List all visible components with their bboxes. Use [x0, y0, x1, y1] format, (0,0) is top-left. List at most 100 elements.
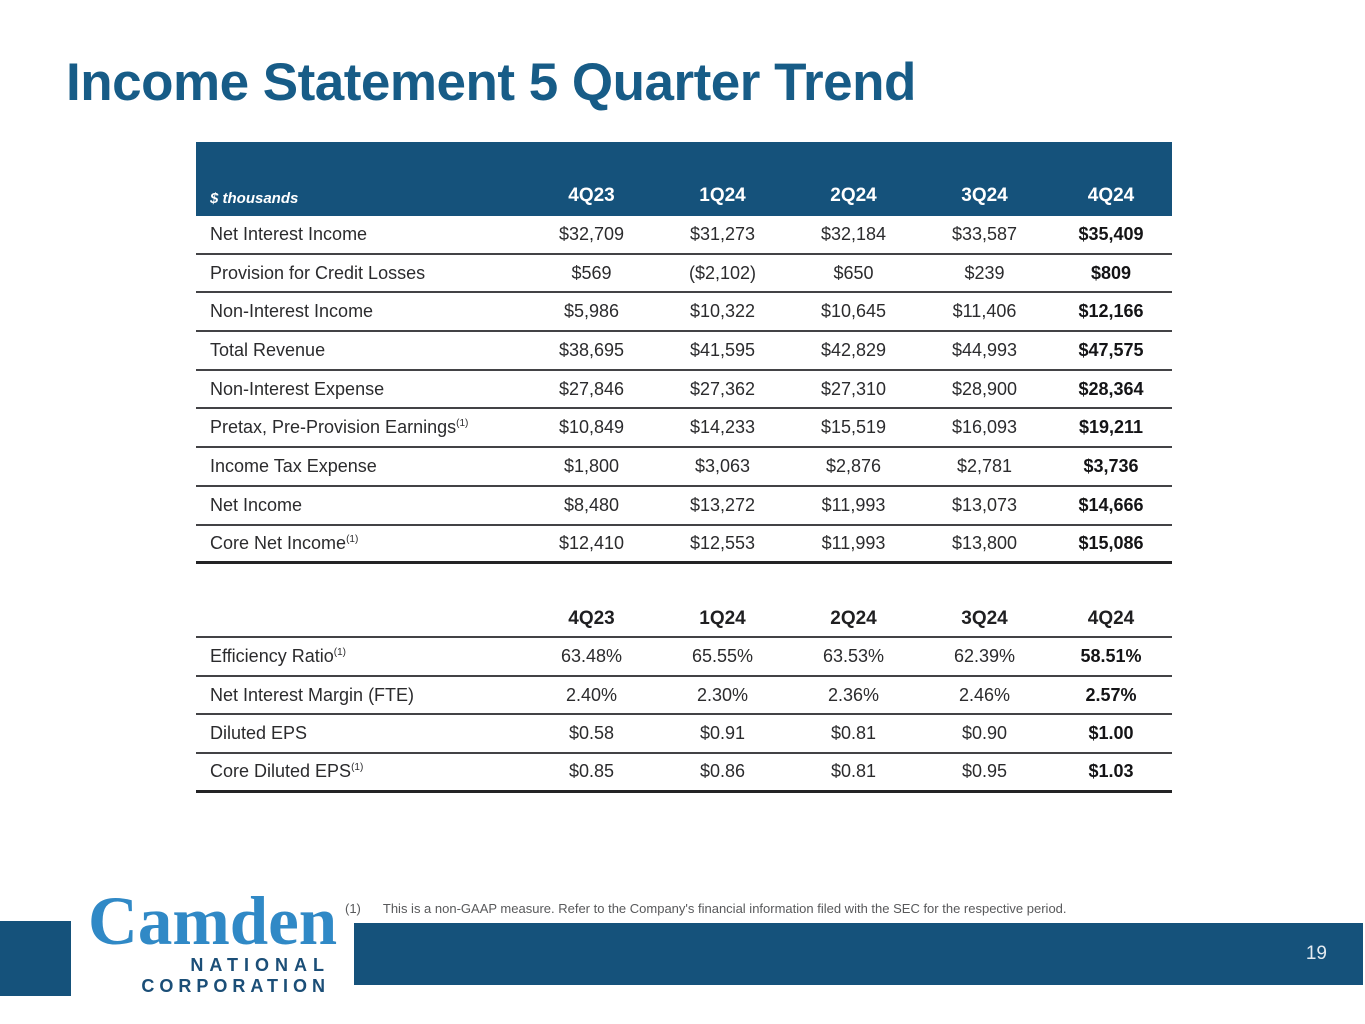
- footnote-reference: (1): [456, 418, 469, 430]
- cell-value: $11,406: [952, 301, 1017, 322]
- cell-value: $38,695: [558, 339, 625, 360]
- column-header-4q24: 4Q24: [1087, 185, 1135, 206]
- row-label: Non-Interest Income: [210, 301, 374, 322]
- cell-value: $13,272: [689, 494, 756, 515]
- cell-value: 58.51%: [1080, 645, 1142, 666]
- cell-value: 2.57%: [1085, 684, 1137, 705]
- cell-value: $13,800: [951, 532, 1018, 553]
- cell-value: $15,519: [820, 417, 887, 438]
- cell-value: $16,093: [951, 417, 1018, 438]
- cell-value: $19,211: [1078, 417, 1144, 438]
- cell-value: $47,575: [1078, 339, 1144, 360]
- cell-value: $0.85: [568, 761, 615, 782]
- cell-value: $44,993: [951, 339, 1018, 360]
- cell-value: $12,410: [558, 532, 625, 553]
- row-label: Diluted EPS: [210, 723, 308, 744]
- table-row: Total Revenue $38,695 $41,595 $42,829 $44,99…: [196, 332, 1172, 371]
- cell-value: $14,233: [689, 417, 756, 438]
- cell-value: $0.81: [830, 761, 877, 782]
- cell-value: $27,362: [689, 378, 756, 399]
- table-row: Core Diluted EPS(1) $0.85 $0.86 $0.81 $0.95 $…: [196, 754, 1172, 793]
- cell-value: $41,595: [689, 339, 756, 360]
- cell-value: 62.39%: [953, 645, 1016, 666]
- footnote-reference: (1): [333, 646, 346, 658]
- cell-value: $3,063: [694, 455, 751, 476]
- cell-value: 65.55%: [691, 645, 754, 666]
- cell-value: $0.91: [699, 723, 746, 744]
- cell-value: $35,409: [1078, 223, 1144, 244]
- unit-label: $ thousands: [210, 190, 299, 207]
- cell-value: $33,587: [951, 223, 1018, 244]
- cell-value: $14,666: [1078, 494, 1144, 515]
- cell-value: $0.58: [568, 723, 615, 744]
- cell-value: $15,086: [1078, 532, 1144, 553]
- cell-value: 2.40%: [565, 684, 618, 705]
- cell-value: 2.30%: [696, 684, 749, 705]
- cell-value: $1.03: [1088, 761, 1134, 782]
- table-row: Non-Interest Income $5,986 $10,322 $10,645 $…: [196, 293, 1172, 333]
- cell-value: $8,480: [563, 494, 620, 515]
- footnote-text: This is a non-GAAP measure. Refer to the…: [382, 901, 1067, 916]
- cell-value: $27,846: [558, 378, 625, 399]
- row-label: Net Interest Margin (FTE): [210, 684, 415, 705]
- footnote-marker: (1): [345, 901, 361, 916]
- ratios-table-body: Efficiency Ratio(1) 63.48% 65.55% 63.53% 62.…: [196, 638, 1172, 793]
- cell-value: $0.86: [699, 761, 746, 782]
- footnote: (1) This is a non-GAAP measure. Refer to…: [345, 901, 1175, 916]
- cell-value: $13,073: [951, 494, 1018, 515]
- cell-value: $27,310: [820, 378, 887, 399]
- table-row: Net Interest Income $32,709 $31,273 $32,184…: [196, 216, 1172, 255]
- cell-value: $11,993: [821, 532, 886, 553]
- table-row: Core Net Income(1) $12,410 $12,553 $11,993 $…: [196, 526, 1172, 565]
- cell-value: $0.95: [961, 761, 1008, 782]
- footer-bar: 19: [354, 923, 1363, 985]
- row-label: Income Tax Expense: [210, 455, 377, 476]
- page-number: 19: [1305, 943, 1327, 964]
- cell-value: $5,986: [563, 301, 620, 322]
- column-header-1q24: 1Q24: [699, 608, 746, 629]
- row-label: Net Interest Income: [210, 223, 368, 244]
- cell-value: $31,273: [689, 223, 756, 244]
- table-row: Provision for Credit Losses $569 ($2,102) $…: [196, 255, 1172, 294]
- cell-value: $10,322: [689, 301, 756, 322]
- cell-value: $11,993: [821, 494, 886, 515]
- cell-value: $2,876: [825, 455, 882, 476]
- row-label: Non-Interest Expense: [210, 378, 385, 399]
- cell-value: $569: [571, 262, 612, 283]
- cell-value: $239: [964, 262, 1005, 283]
- table-row: Net Income $8,480 $13,272 $11,993 $13,073 $14…: [196, 487, 1172, 526]
- footnote-reference: (1): [351, 762, 364, 774]
- camden-logo-national: NATIONAL: [190, 955, 330, 975]
- cell-value: $12,553: [689, 532, 756, 553]
- cell-value: $32,184: [820, 223, 887, 244]
- cell-value: 63.53%: [822, 645, 885, 666]
- row-label: Net Income: [210, 494, 303, 515]
- table-row: Non-Interest Expense $27,846 $27,362 $27,31…: [196, 371, 1172, 410]
- camden-logo-wordmark: Camden: [88, 883, 338, 959]
- column-header-1q24: 1Q24: [699, 185, 746, 206]
- column-header-4q24: 4Q24: [1087, 608, 1135, 629]
- cell-value: $0.81: [830, 723, 877, 744]
- cell-value: 2.36%: [827, 684, 880, 705]
- table-row: Net Interest Margin (FTE) 2.40% 2.30% 2.36%…: [196, 677, 1172, 716]
- cell-value: $1.00: [1088, 723, 1134, 744]
- ratios-table: 4Q23 1Q24 2Q24 3Q24 4Q24 Efficiency Rati…: [196, 600, 1172, 793]
- table-row: Diluted EPS $0.58 $0.91 $0.81 $0.90 $1.00: [196, 715, 1172, 755]
- page-title: Income Statement 5 Quarter Trend: [66, 53, 916, 112]
- cell-value: $10,645: [820, 301, 887, 322]
- cell-value: $809: [1090, 262, 1132, 283]
- table-row: Pretax, Pre-Provision Earnings(1) $10,849…: [196, 409, 1172, 449]
- cell-value: $12,166: [1078, 301, 1144, 322]
- cell-value: $650: [833, 262, 874, 283]
- column-header-3q24: 3Q24: [961, 185, 1008, 206]
- cell-value: ($2,102): [688, 262, 757, 283]
- cell-value: $32,709: [558, 223, 625, 244]
- cell-value: $28,900: [951, 378, 1018, 399]
- row-label: Provision for Credit Losses: [210, 262, 426, 283]
- camden-logo-corporation: CORPORATION: [141, 976, 330, 996]
- row-label: Total Revenue: [210, 339, 326, 360]
- cell-value: $28,364: [1078, 378, 1144, 399]
- accent-bar-left: [0, 921, 71, 996]
- row-label: Core Net Income(1): [210, 532, 359, 553]
